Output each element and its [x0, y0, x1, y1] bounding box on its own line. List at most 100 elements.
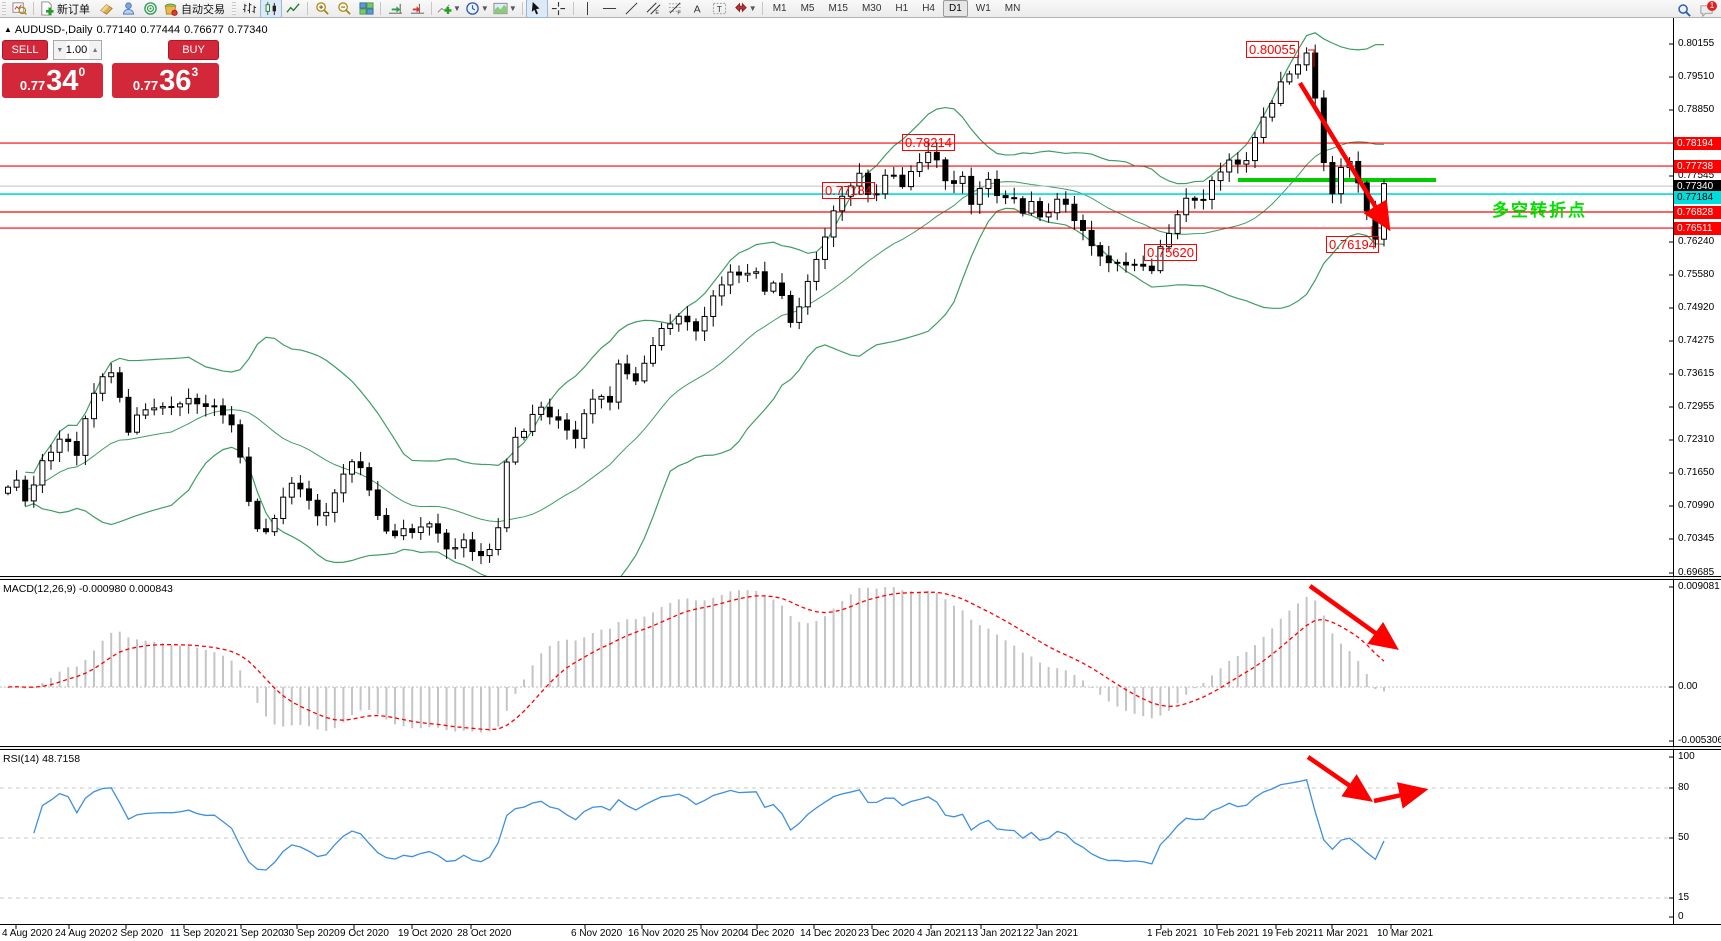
zoom-out-icon: [337, 2, 351, 15]
price-tick: 0.74275: [1678, 335, 1715, 346]
buy-button[interactable]: BUY: [168, 40, 219, 60]
chart-title: ▲ AUDUSD-,Daily 0.77140 0.77444 0.76677 0.773…: [4, 24, 272, 36]
date-label: 28 Oct 2020: [457, 928, 512, 939]
tile-windows-button[interactable]: [355, 0, 377, 18]
volume-stepper: ▼ 1.00 ▲: [53, 40, 102, 60]
new-order-icon: [41, 1, 54, 16]
auto-scroll-button[interactable]: [384, 0, 406, 18]
timeframe-H1[interactable]: H1: [895, 3, 909, 14]
date-label: 1 Mar 2021: [1318, 928, 1369, 939]
new-order-button[interactable]: 新订单: [37, 0, 95, 18]
periods-button[interactable]: ▼: [463, 0, 491, 18]
search-button[interactable]: [1673, 1, 1695, 20]
new-order-label: 新订单: [57, 3, 90, 16]
dropdown-arrow-icon: ▼: [480, 4, 489, 13]
crosshair-tool-button[interactable]: [548, 0, 570, 18]
rsi-tick: 100: [1678, 751, 1695, 762]
volume-down-button[interactable]: ▼: [54, 41, 66, 59]
date-label: 14 Dec 2020: [800, 928, 857, 939]
tester-button[interactable]: [139, 0, 161, 18]
cursor-tool-button[interactable]: [525, 0, 548, 18]
buy-price-tile[interactable]: 0.77 36 3: [112, 63, 219, 98]
date-label: 2 Sep 2020: [112, 928, 164, 939]
label-tool-button[interactable]: T: [709, 0, 731, 18]
price-tick: 0.80155: [1678, 38, 1715, 49]
candle-chart-button[interactable]: [260, 0, 282, 18]
chart-annotation-text: 多空转折点: [1492, 201, 1587, 220]
search-icon: [1677, 4, 1691, 17]
price-tick: 0.73615: [1678, 368, 1715, 379]
notifications-button[interactable]: 1: [1695, 1, 1717, 20]
zoom-in-button[interactable]: [311, 0, 333, 18]
one-click-trading-panel: SELL ▼ 1.00 ▲ BUY 0.77 34 0 0.77 36 3: [2, 40, 219, 99]
open-value: 0.77140: [96, 24, 137, 36]
tile-windows-icon: [358, 2, 374, 15]
sell-button[interactable]: SELL: [2, 40, 48, 60]
timeframe-MN[interactable]: MN: [1004, 3, 1021, 14]
bar-chart-button[interactable]: [238, 0, 260, 18]
fibonacci-icon: F: [669, 2, 683, 16]
toolbar-separator: [572, 2, 574, 15]
date-label: 19 Feb 2021: [1262, 928, 1319, 939]
volume-input[interactable]: 1.00: [65, 44, 88, 56]
chart-shift-icon: [410, 3, 424, 14]
price-badge: 0.77184: [1674, 190, 1721, 204]
timeframe-M15[interactable]: M15: [828, 3, 848, 14]
price-tick: 0.74920: [1678, 302, 1715, 313]
template-icon: [493, 2, 508, 15]
text-tool-button[interactable]: A: [687, 0, 709, 18]
timeframe-H4[interactable]: H4: [922, 3, 935, 14]
svg-text:T: T: [717, 4, 722, 14]
cursor-icon: [532, 1, 540, 15]
dropdown-arrow-icon: ▼: [748, 4, 757, 13]
date-label: 10 Mar 2021: [1377, 928, 1434, 939]
fibonacci-tool-button[interactable]: F: [665, 0, 687, 18]
sell-price-tile[interactable]: 0.77 34 0: [2, 63, 103, 98]
timeframe-M5[interactable]: M5: [800, 3, 815, 14]
timeframe-M1[interactable]: M1: [772, 3, 787, 14]
rsi-tick: 15: [1678, 892, 1690, 903]
sell-price-big: 34: [46, 65, 79, 97]
date-label: 4 Jan 2021: [917, 928, 967, 939]
timeframe-D1[interactable]: D1: [943, 0, 968, 17]
macd-label: MACD(12,26,9) -0.000980 0.000843: [3, 583, 173, 595]
channel-tool-button[interactable]: E: [643, 0, 665, 18]
date-label: 16 Nov 2020: [628, 928, 685, 939]
timeframe-toolbar: M1 M5 M15 M30 H1 H4 D1 W1 MN: [766, 0, 1028, 17]
close-value: 0.77340: [227, 24, 268, 36]
zoom-out-button[interactable]: [333, 0, 355, 18]
svg-text:A: A: [694, 4, 701, 15]
timeframe-W1[interactable]: W1: [975, 3, 991, 14]
line-chart-icon: [285, 3, 300, 13]
autotrade-button[interactable]: 自动交易: [161, 0, 230, 18]
price-badge: 0.76828: [1674, 205, 1721, 219]
templates-button[interactable]: ▼: [491, 0, 519, 18]
rsi-tick: 80: [1678, 782, 1690, 793]
price-tick: 0.70990: [1678, 500, 1715, 511]
horizontal-line-icon: [603, 8, 617, 9]
price-tick: 0.70345: [1678, 533, 1715, 544]
trendline-tool-button[interactable]: [621, 0, 643, 18]
date-label: 4 Dec 2020: [743, 928, 795, 939]
autotrade-icon: [164, 3, 178, 16]
timeframe-M30[interactable]: M30: [861, 3, 882, 14]
macd-tick: 0.00: [1678, 681, 1698, 692]
price-callout: 0.80055: [1246, 41, 1299, 58]
date-label: 22 Jan 2021: [1023, 928, 1079, 939]
editor-person-icon: [122, 2, 134, 15]
new-chart-button[interactable]: [8, 0, 30, 18]
notification-badge: 1: [1707, 1, 1717, 11]
hline-tool-button[interactable]: [599, 0, 621, 18]
date-label: 1 Feb 2021: [1147, 928, 1198, 939]
chart-shift-button[interactable]: [406, 0, 428, 18]
toolbar-separator: [761, 2, 763, 15]
styler-button[interactable]: [95, 0, 117, 18]
volume-up-button[interactable]: ▲: [89, 41, 101, 59]
line-chart-button[interactable]: [282, 0, 304, 18]
buy-price-sup: 3: [191, 65, 199, 79]
indicators-button[interactable]: ▼: [435, 0, 463, 18]
vline-tool-button[interactable]: [577, 0, 599, 18]
arrows-tool-button[interactable]: ▼: [731, 0, 759, 18]
metaeditor-button[interactable]: [117, 0, 139, 18]
